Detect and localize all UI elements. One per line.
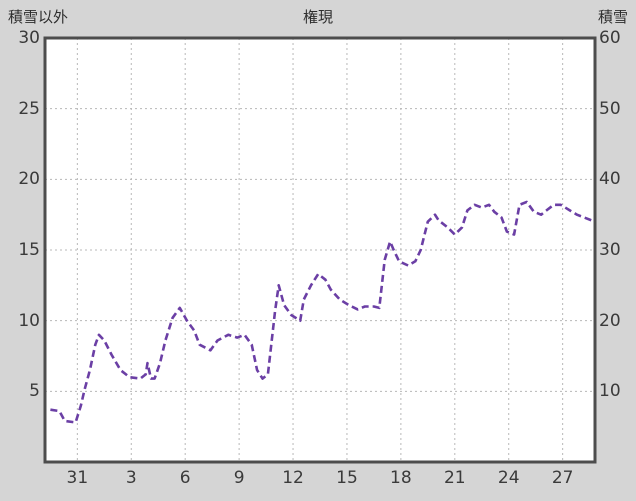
y-axis-right-tick-label: 10 — [599, 381, 621, 402]
x-axis-tick-label: 27 — [551, 468, 574, 488]
y-axis-right-tick-label: 30 — [599, 240, 621, 260]
x-axis-tick-label: 24 — [497, 468, 520, 488]
y-axis-right-tick-label: 50 — [599, 98, 621, 119]
x-axis-tick-label: 12 — [282, 468, 304, 488]
y-axis-left-tick-label: 20 — [18, 169, 40, 190]
x-axis-tick-label: 3 — [125, 468, 137, 488]
snow-depth-line — [50, 200, 592, 424]
x-axis-tick-label: 31 — [66, 468, 89, 488]
right-axis-title: 積雪 — [597, 8, 628, 26]
chart-title: 権現 — [302, 8, 333, 26]
y-axis-right-tick-label: 20 — [599, 310, 621, 331]
x-axis-tick-label: 15 — [336, 468, 358, 488]
x-axis-tick-label: 9 — [233, 468, 245, 488]
y-axis-left-tick-label: 30 — [18, 28, 40, 48]
y-axis-right-tick-label: 40 — [599, 169, 621, 190]
y-axis-left-tick-label: 10 — [18, 310, 40, 331]
y-axis-left-tick-label: 15 — [18, 240, 40, 260]
x-axis-tick-label: 18 — [390, 468, 412, 488]
x-axis-tick-label: 6 — [179, 468, 191, 488]
y-axis-right-tick-label: 60 — [599, 28, 621, 48]
y-axis-left-tick-label: 25 — [18, 98, 40, 119]
y-axis-left-tick-label: 5 — [29, 381, 40, 402]
left-axis-title: 積雪以外 — [8, 8, 69, 26]
x-axis-tick-label: 21 — [443, 468, 466, 488]
